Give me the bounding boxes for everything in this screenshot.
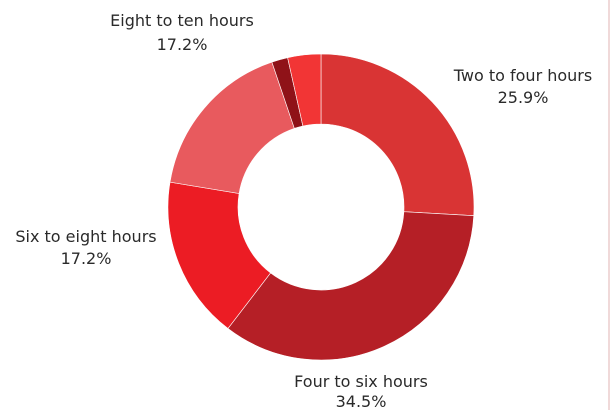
slice-label-six-to-eight: Six to eight hours: [15, 227, 156, 246]
slice-label-four-to-six: Four to six hours: [294, 372, 428, 391]
slice-value-six-to-eight: 17.2%: [61, 249, 112, 268]
slice-value-eight-to-ten: 17.2%: [157, 35, 208, 54]
donut-slice-0: [320, 53, 475, 216]
donut-slice-5: [287, 53, 322, 127]
slice-value-four-to-six: 34.5%: [336, 392, 387, 410]
slice-label-eight-to-ten: Eight to ten hours: [110, 11, 254, 30]
donut-slice-1: [227, 211, 475, 361]
donut-slice-2: [167, 181, 271, 329]
donut-slice-3: [169, 61, 295, 194]
slices-group: [167, 53, 475, 361]
slice-value-two-to-four: 25.9%: [498, 88, 549, 107]
right-border: [608, 0, 610, 410]
slice-label-two-to-four: Two to four hours: [453, 66, 592, 85]
labels-group: Two to four hours 25.9% Four to six hour…: [15, 11, 592, 410]
